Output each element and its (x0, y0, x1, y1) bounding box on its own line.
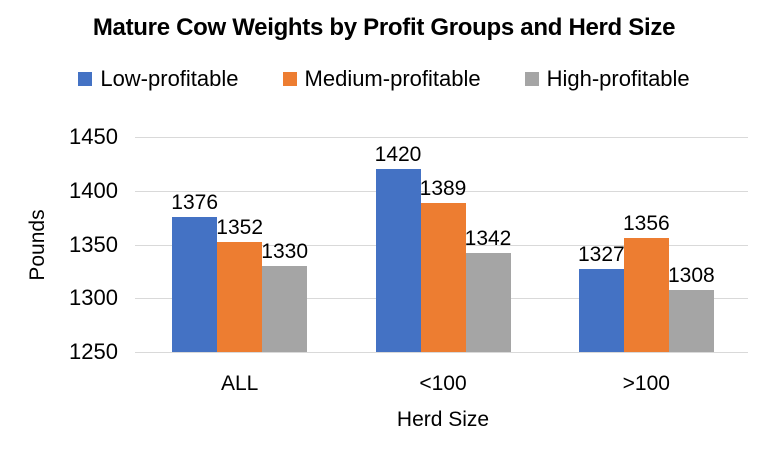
legend-item-low-profitable: Low-profitable (78, 66, 239, 92)
bar-value-label: 1376 (171, 190, 219, 214)
y-tick-label: 1250 (69, 339, 118, 364)
bar-value-label: 1356 (622, 212, 670, 236)
bar-value-label: 1389 (419, 176, 467, 200)
bar-medium-profitable (623, 238, 669, 352)
bar-medium-profitable (420, 202, 466, 352)
gridline (135, 190, 748, 192)
x-tick-label: ALL (220, 372, 259, 395)
legend-label: Medium-profitable (304, 66, 481, 91)
legend-swatch (524, 72, 539, 86)
bar-value-label: 1327 (577, 243, 625, 267)
bar-low-profitable (172, 216, 218, 352)
legend-label: Low-profitable (100, 66, 239, 91)
bar-low-profitable (375, 169, 421, 352)
bar-medium-profitable (217, 242, 263, 352)
bar-value-label: 1308 (667, 263, 715, 287)
bar-value-label: 1352 (216, 216, 264, 240)
bar-high-profitable (262, 266, 308, 352)
bar-high-profitable (668, 289, 714, 352)
x-tick-label: <100 (419, 372, 467, 395)
legend: Low-profitable Medium-profitable High-prof… (0, 66, 768, 92)
y-tick-label: 1400 (69, 177, 118, 203)
x-axis-title: Herd Size (396, 408, 490, 431)
x-tick-label: >100 (622, 372, 670, 395)
bar-high-profitable (465, 253, 511, 352)
gridline (135, 137, 748, 138)
bar-value-label: 1342 (464, 227, 512, 251)
y-tick-label: 1300 (69, 285, 118, 311)
gridline (135, 352, 748, 353)
y-tick-label: 1450 (69, 124, 118, 149)
bar-low-profitable (578, 269, 624, 352)
y-tick-label: 1350 (69, 231, 118, 257)
legend-swatch (78, 72, 93, 86)
legend-label: High-profitable (546, 66, 690, 91)
legend-swatch (282, 72, 297, 86)
bar-value-label: 1330 (261, 240, 309, 263)
legend-item-medium-profitable: Medium-profitable (282, 66, 481, 92)
chart-title: Mature Cow Weights by Profit Groups and … (92, 14, 676, 41)
bar-value-label: 1420 (374, 143, 422, 167)
legend-item-high-profitable: High-profitable (524, 66, 690, 92)
